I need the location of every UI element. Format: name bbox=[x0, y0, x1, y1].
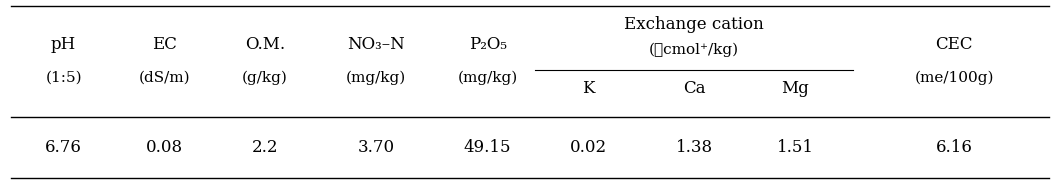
Text: 2.2: 2.2 bbox=[252, 139, 278, 157]
Text: 0.08: 0.08 bbox=[145, 139, 183, 157]
Text: (me/100g): (me/100g) bbox=[914, 70, 994, 85]
Text: Mg: Mg bbox=[781, 80, 809, 97]
Text: (mg/kg): (mg/kg) bbox=[347, 70, 406, 85]
Text: pH: pH bbox=[51, 36, 76, 53]
Text: 6.16: 6.16 bbox=[936, 139, 972, 157]
Text: P₂O₅: P₂O₅ bbox=[469, 36, 507, 53]
Text: 1.51: 1.51 bbox=[777, 139, 813, 157]
Text: 1.38: 1.38 bbox=[675, 139, 713, 157]
Text: (mg/kg): (mg/kg) bbox=[458, 70, 517, 85]
Text: 0.02: 0.02 bbox=[569, 139, 607, 157]
Text: (　cmol⁺/kg): ( cmol⁺/kg) bbox=[649, 43, 740, 57]
Text: K: K bbox=[582, 80, 595, 97]
Text: (1:5): (1:5) bbox=[46, 71, 82, 85]
Text: O.M.: O.M. bbox=[245, 36, 285, 53]
Text: 6.76: 6.76 bbox=[46, 139, 82, 157]
Text: 3.70: 3.70 bbox=[357, 139, 395, 157]
Text: (g/kg): (g/kg) bbox=[242, 70, 288, 85]
Text: CEC: CEC bbox=[935, 36, 973, 53]
Text: Ca: Ca bbox=[683, 80, 706, 97]
Text: 49.15: 49.15 bbox=[464, 139, 511, 157]
Text: Exchange cation: Exchange cation bbox=[624, 16, 764, 33]
Text: (dS/m): (dS/m) bbox=[139, 71, 190, 85]
Text: NO₃–N: NO₃–N bbox=[348, 36, 405, 53]
Text: EC: EC bbox=[152, 36, 177, 53]
